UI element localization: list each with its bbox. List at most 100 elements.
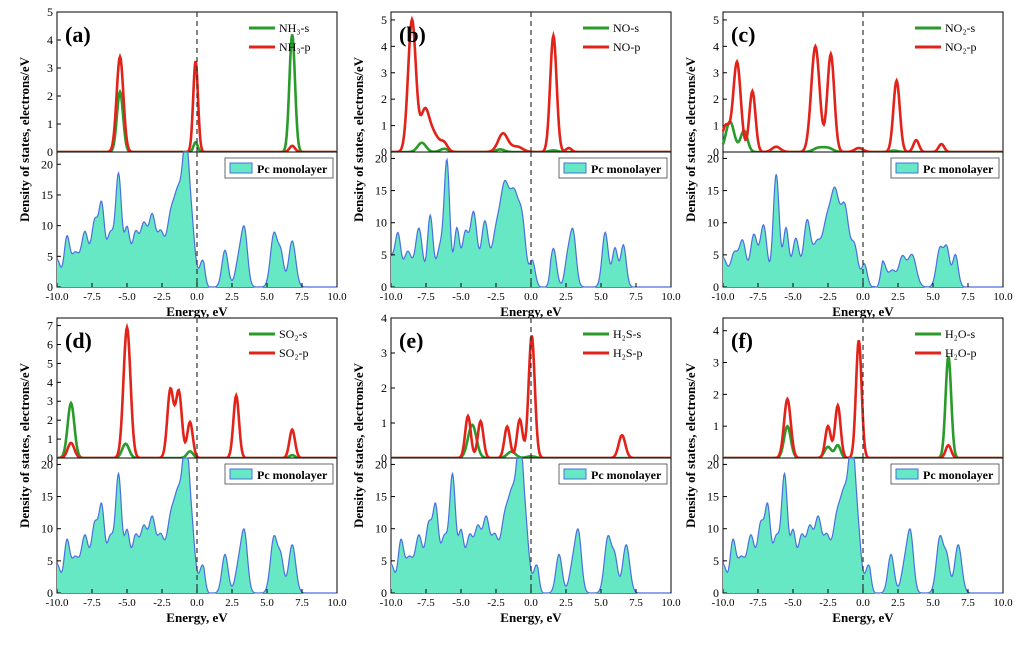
x-tick-label: 0.0 [524, 291, 538, 303]
bottom-subplot: 0 5 10 15 20 -10.0 -7.5 -5.0 -2.5 0.0 2.5 5.0 7.5 10.… [41, 151, 347, 319]
x-tick-label: 10.0 [327, 597, 347, 609]
y-tick-label: 20 [41, 157, 53, 171]
x-tick-label: -2.5 [153, 597, 171, 609]
legend-pc-label: Pc monolayer [257, 162, 328, 176]
y-tick-label: 15 [41, 188, 53, 202]
y-tick-label: 20 [707, 457, 719, 471]
legend-pc-swatch [895, 162, 919, 174]
x-tick-label: 10.0 [993, 291, 1013, 303]
pc-dos-fill [391, 458, 671, 593]
y-tick-label: 1 [381, 119, 387, 133]
panel-label: (d) [65, 328, 92, 353]
x-tick-label: -5.0 [452, 597, 470, 609]
y-tick-label: 10 [375, 522, 387, 536]
x-tick-label: -10.0 [712, 291, 735, 303]
y-axis-label: Density of states, electrons/eV [683, 56, 698, 222]
y-tick-label: 20 [707, 151, 719, 165]
y-tick-label: 10 [707, 522, 719, 536]
x-tick-label: -10.0 [380, 597, 403, 609]
y-tick-label: 0 [47, 451, 53, 465]
x-tick-label: -2.5 [153, 291, 171, 303]
top-subplot: 0 1 2 3 4 5 (c) NO₂-s NO₂-p [713, 11, 1004, 159]
legend-s-label: H₂O-s [945, 327, 976, 341]
x-tick-label: 7.5 [295, 291, 309, 303]
y-tick-label: 2 [381, 381, 387, 395]
panel-d: 0 1 2 3 4 5 6 7 (d) SO₂-s SO₂-p 0 5 10 15 20 -10.0 -7.5 -5… [17, 317, 347, 625]
y-tick-label: 3 [47, 394, 53, 408]
legend-pc-swatch [229, 468, 253, 480]
top-subplot: 0 1 2 3 4 (e) H₂S-s H₂S-p [381, 311, 672, 465]
x-tick-label: 7.5 [629, 597, 643, 609]
top-subplot: 0 1 2 3 4 5 (b) NO-s NO-p [381, 11, 672, 159]
y-tick-label: 3 [713, 356, 719, 370]
y-tick-label: 15 [375, 184, 387, 198]
top-subplot: 0 1 2 3 4 5 6 7 (d) SO₂-s SO₂-p [47, 317, 338, 465]
x-tick-label: 10.0 [661, 597, 681, 609]
legend-p-label: H₂S-p [613, 346, 643, 360]
x-axis-label: Energy, eV [166, 304, 228, 319]
x-tick-label: 5.0 [594, 291, 608, 303]
y-tick-label: 5 [47, 5, 53, 19]
legend-pc-swatch [563, 162, 587, 174]
y-tick-label: 5 [47, 554, 53, 568]
top-subplot: 0 1 2 3 4 5 (a) NH₃-s NH₃-p [47, 5, 338, 159]
legend-pc-swatch [895, 468, 919, 480]
x-tick-label: 0.0 [856, 597, 870, 609]
y-tick-label: 5 [713, 248, 719, 262]
y-tick-label: 4 [713, 324, 719, 338]
y-axis-label: Density of states, electrons/eV [17, 362, 32, 528]
x-axis-label: Energy, eV [832, 610, 894, 625]
x-tick-label: 2.5 [891, 291, 905, 303]
panel-f: 0 1 2 3 4 (f) H₂O-s H₂O-p 0 5 10 15 20 -10.0 -7.5 -5.0 -… [683, 317, 1013, 625]
panel-label: (f) [731, 328, 753, 353]
y-tick-label: 15 [375, 490, 387, 504]
panel-label: (e) [399, 328, 423, 353]
top-subplot: 0 1 2 3 4 (f) H₂O-s H₂O-p [713, 317, 1004, 465]
y-axis-label: Density of states, electrons/eV [351, 56, 366, 222]
y-axis-label: Density of states, electrons/eV [351, 362, 366, 528]
x-tick-label: 5.0 [260, 291, 274, 303]
legend-pc-swatch [563, 468, 587, 480]
x-tick-label: -2.5 [819, 291, 837, 303]
y-tick-label: 5 [47, 249, 53, 263]
top-axes-frame [390, 11, 672, 153]
legend-pc-label: Pc monolayer [923, 162, 994, 176]
x-tick-label: 2.5 [891, 597, 905, 609]
y-tick-label: 0 [713, 586, 719, 600]
x-tick-label: -5.0 [118, 291, 136, 303]
y-tick-label: 10 [375, 216, 387, 230]
x-tick-label: 7.5 [295, 597, 309, 609]
x-tick-label: 5.0 [260, 597, 274, 609]
y-tick-label: 5 [713, 13, 719, 27]
panel-b: 0 1 2 3 4 5 (b) NO-s NO-p 0 5 10 15 20 -10.0 -7.5 -5.0 -2… [351, 11, 681, 319]
y-tick-label: 3 [381, 66, 387, 80]
panel-label: (a) [65, 22, 91, 47]
x-tick-label: -5.0 [452, 291, 470, 303]
legend-pc-label: Pc monolayer [591, 468, 662, 482]
legend-s-label: NO₂-s [945, 21, 976, 35]
y-tick-label: 20 [41, 457, 53, 471]
y-tick-label: 0 [381, 451, 387, 465]
y-tick-label: 1 [713, 119, 719, 133]
y-axis-label: Density of states, electrons/eV [17, 56, 32, 222]
bottom-subplot: 0 5 10 15 20 -10.0 -7.5 -5.0 -2.5 0.0 2.5 5.0 7.5 10.… [41, 457, 347, 625]
legend-s-label: NH₃-s [279, 21, 310, 35]
panel-label: (b) [399, 22, 426, 47]
y-tick-label: 5 [381, 13, 387, 27]
x-tick-label: 0.0 [856, 291, 870, 303]
bottom-subplot: 0 5 10 15 20 -10.0 -7.5 -5.0 -2.5 0.0 2.5 5.0 7.5 10.… [707, 151, 1013, 319]
y-tick-label: 7 [47, 319, 53, 333]
x-tick-label: -7.5 [417, 597, 435, 609]
legend-p-label: H₂O-p [945, 346, 977, 360]
x-tick-label: 10.0 [661, 291, 681, 303]
y-tick-label: 0 [713, 451, 719, 465]
legend-p-label: NO-p [613, 40, 640, 54]
panel-label: (c) [731, 22, 755, 47]
legend-pc-swatch [229, 162, 253, 174]
x-tick-label: 5.0 [926, 291, 940, 303]
x-tick-label: -7.5 [83, 291, 101, 303]
x-tick-label: -5.0 [784, 291, 802, 303]
y-tick-label: 5 [381, 554, 387, 568]
y-tick-label: 20 [375, 151, 387, 165]
